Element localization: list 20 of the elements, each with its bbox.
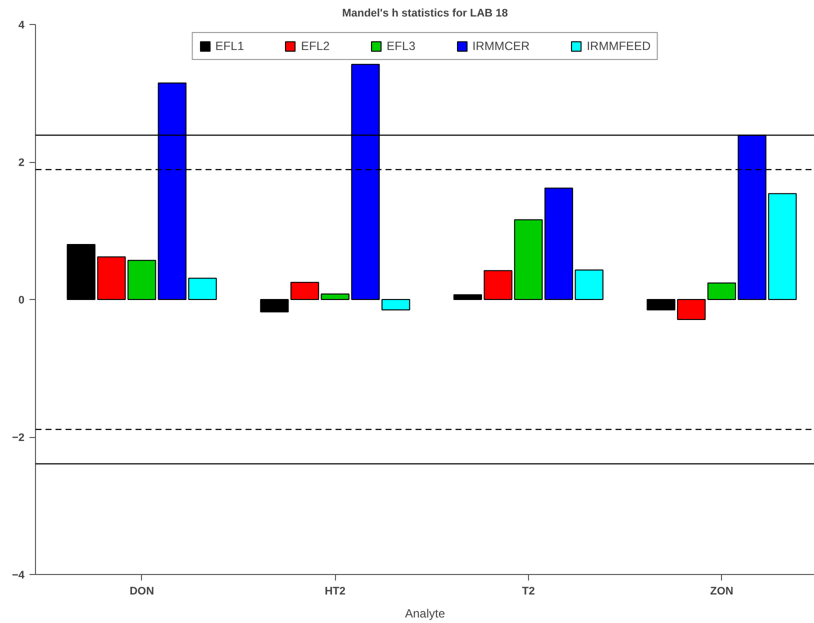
x-tick-label: T2 xyxy=(522,586,535,598)
bar xyxy=(290,282,320,300)
y-tick-label: 0 xyxy=(18,294,25,306)
legend-label: EFL1 xyxy=(215,39,244,53)
x-tick-label: DON xyxy=(130,586,154,598)
x-tick-label: HT2 xyxy=(324,586,346,598)
legend-label: IRMMFEED xyxy=(586,39,651,53)
bar xyxy=(260,299,289,312)
x-axis-title: Analyte xyxy=(404,606,446,620)
chart-title: Mandel's h statistics for LAB 18 xyxy=(342,8,508,20)
y-tick-label: 2 xyxy=(18,157,25,169)
y-tick-label: −4 xyxy=(12,570,26,582)
x-tick-label: ZON xyxy=(710,586,734,598)
legend-label: EFL3 xyxy=(386,39,416,53)
legend-label: EFL2 xyxy=(300,39,330,53)
legend-label: IRMMCER xyxy=(472,39,530,53)
bar xyxy=(544,188,574,300)
bar xyxy=(574,269,604,300)
y-tick-label: −2 xyxy=(12,432,25,444)
y-tick-label: 4 xyxy=(18,20,26,32)
